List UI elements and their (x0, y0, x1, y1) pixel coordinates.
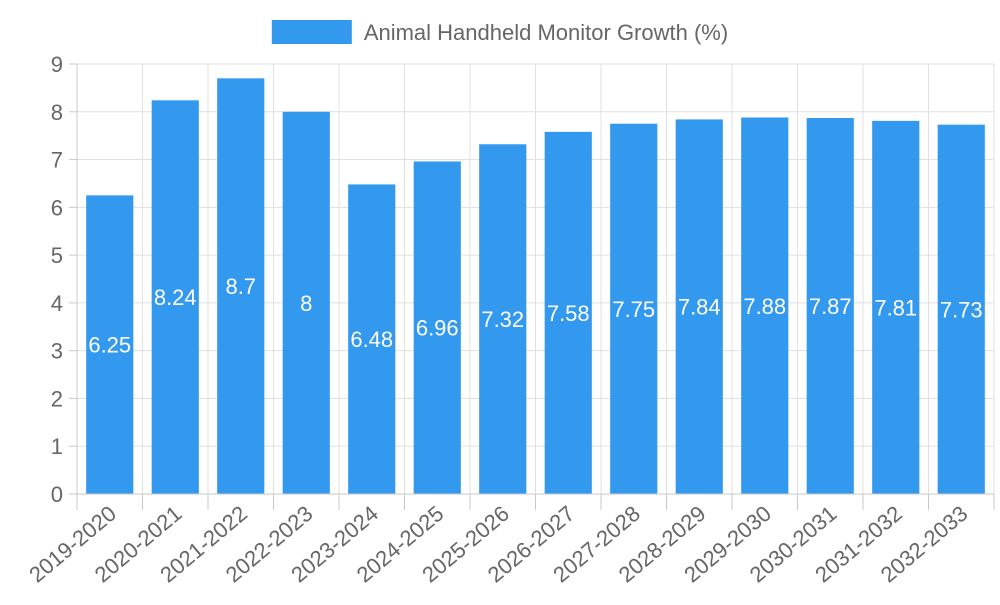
bar-value-label: 7.88 (743, 294, 786, 319)
bar-value-label: 7.32 (481, 307, 524, 332)
bar-value-label: 7.84 (678, 295, 721, 320)
bar-value-label: 6.96 (416, 316, 459, 341)
bar[interactable] (413, 161, 461, 494)
y-tick-label: 5 (51, 243, 63, 268)
bar[interactable] (610, 123, 658, 494)
bar[interactable] (806, 117, 854, 494)
bars (86, 78, 985, 495)
bar-value-label: 6.48 (350, 327, 393, 352)
bar[interactable] (741, 117, 789, 494)
bar[interactable] (282, 111, 330, 495)
bar[interactable] (86, 195, 134, 494)
bar[interactable] (479, 144, 527, 494)
y-tick-label: 2 (51, 386, 63, 411)
bar-value-label: 7.81 (874, 295, 917, 320)
y-tick-label: 6 (51, 195, 63, 220)
y-tick-label: 3 (51, 339, 63, 364)
bar-value-label: 7.73 (940, 297, 983, 322)
y-tick-label: 1 (51, 434, 63, 459)
bar[interactable] (348, 184, 396, 494)
bar[interactable] (151, 100, 199, 495)
y-tick-label: 4 (51, 291, 63, 316)
bar-value-label: 8.7 (225, 274, 256, 299)
bar[interactable] (937, 124, 985, 494)
y-tick-label: 0 (51, 482, 63, 507)
bar[interactable] (675, 119, 723, 494)
bar-value-label: 7.75 (612, 297, 655, 322)
bar[interactable] (544, 131, 592, 494)
y-tick-label: 7 (51, 148, 63, 173)
bar-value-label: 8.24 (154, 285, 197, 310)
y-tick-label: 8 (51, 100, 63, 125)
bar-value-label: 8 (300, 291, 312, 316)
y-tick-label: 9 (51, 52, 63, 77)
legend-swatch[interactable] (271, 20, 352, 44)
bar[interactable] (217, 78, 265, 494)
bar-value-label: 7.87 (809, 294, 852, 319)
legend[interactable]: Animal Handheld Monitor Growth (%) (271, 20, 728, 45)
bar-value-label: 7.58 (547, 301, 590, 326)
grid (76, 63, 995, 495)
bar-value-label: 6.25 (88, 333, 131, 358)
data-labels: 6.25 8.24 8.7 8 6.48 6.96 7.32 7.58 7.75 7.84 7.88… (88, 274, 982, 358)
bar[interactable] (872, 120, 920, 494)
legend-label[interactable]: Animal Handheld Monitor Growth (%) (364, 20, 728, 45)
